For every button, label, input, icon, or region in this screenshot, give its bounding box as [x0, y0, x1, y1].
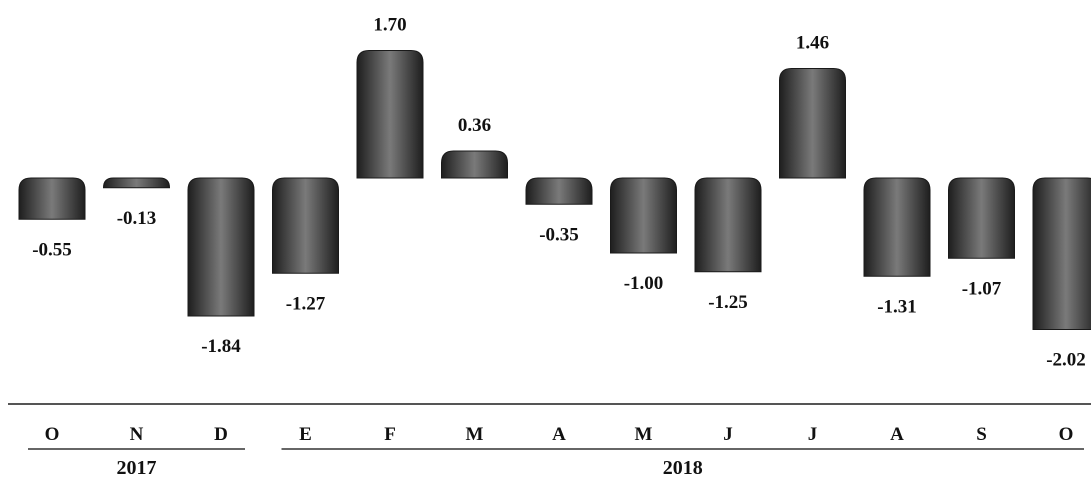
bar-8 [694, 177, 762, 273]
data-label-9: 1.46 [796, 33, 829, 54]
tick-label-10: A [890, 424, 904, 445]
data-label-2: -1.84 [201, 336, 241, 357]
tick-label-3: E [299, 424, 312, 445]
bar-4 [356, 50, 424, 179]
tick-label-7: M [635, 424, 653, 445]
bar-0 [18, 177, 86, 220]
data-label-12: -2.02 [1046, 350, 1086, 371]
bar-6 [525, 177, 593, 205]
data-label-10: -1.31 [877, 296, 917, 317]
tick-label-6: A [552, 424, 566, 445]
tick-label-4: F [384, 424, 396, 445]
bar-3 [272, 177, 339, 274]
year-label-0: 2017 [117, 457, 157, 479]
tick-label-8: J [723, 424, 733, 445]
bar-1 [102, 177, 171, 189]
tick-label-9: J [808, 424, 818, 445]
data-label-6: -0.35 [539, 224, 579, 245]
bar-12 [1032, 177, 1091, 330]
data-label-5: 0.36 [458, 115, 491, 136]
data-label-11: -1.07 [962, 278, 1002, 299]
data-label-4: 1.70 [373, 15, 406, 36]
bar-10 [863, 177, 931, 277]
bar-7 [610, 177, 677, 254]
bar-11 [948, 177, 1015, 259]
bar-5 [441, 150, 508, 179]
tick-label-0: O [45, 424, 60, 445]
tick-label-2: D [214, 424, 228, 445]
tick-label-12: O [1059, 424, 1074, 445]
bar-9 [779, 68, 846, 179]
data-label-0: -0.55 [32, 239, 72, 260]
tick-label-5: M [466, 424, 484, 445]
bar-2 [187, 177, 255, 317]
year-label-1: 2018 [663, 457, 703, 479]
tick-label-11: S [976, 424, 987, 445]
tick-label-1: N [130, 424, 144, 445]
data-label-7: -1.00 [624, 273, 664, 294]
data-label-3: -1.27 [286, 293, 326, 314]
data-label-8: -1.25 [708, 292, 748, 313]
data-label-1: -0.13 [117, 208, 157, 229]
